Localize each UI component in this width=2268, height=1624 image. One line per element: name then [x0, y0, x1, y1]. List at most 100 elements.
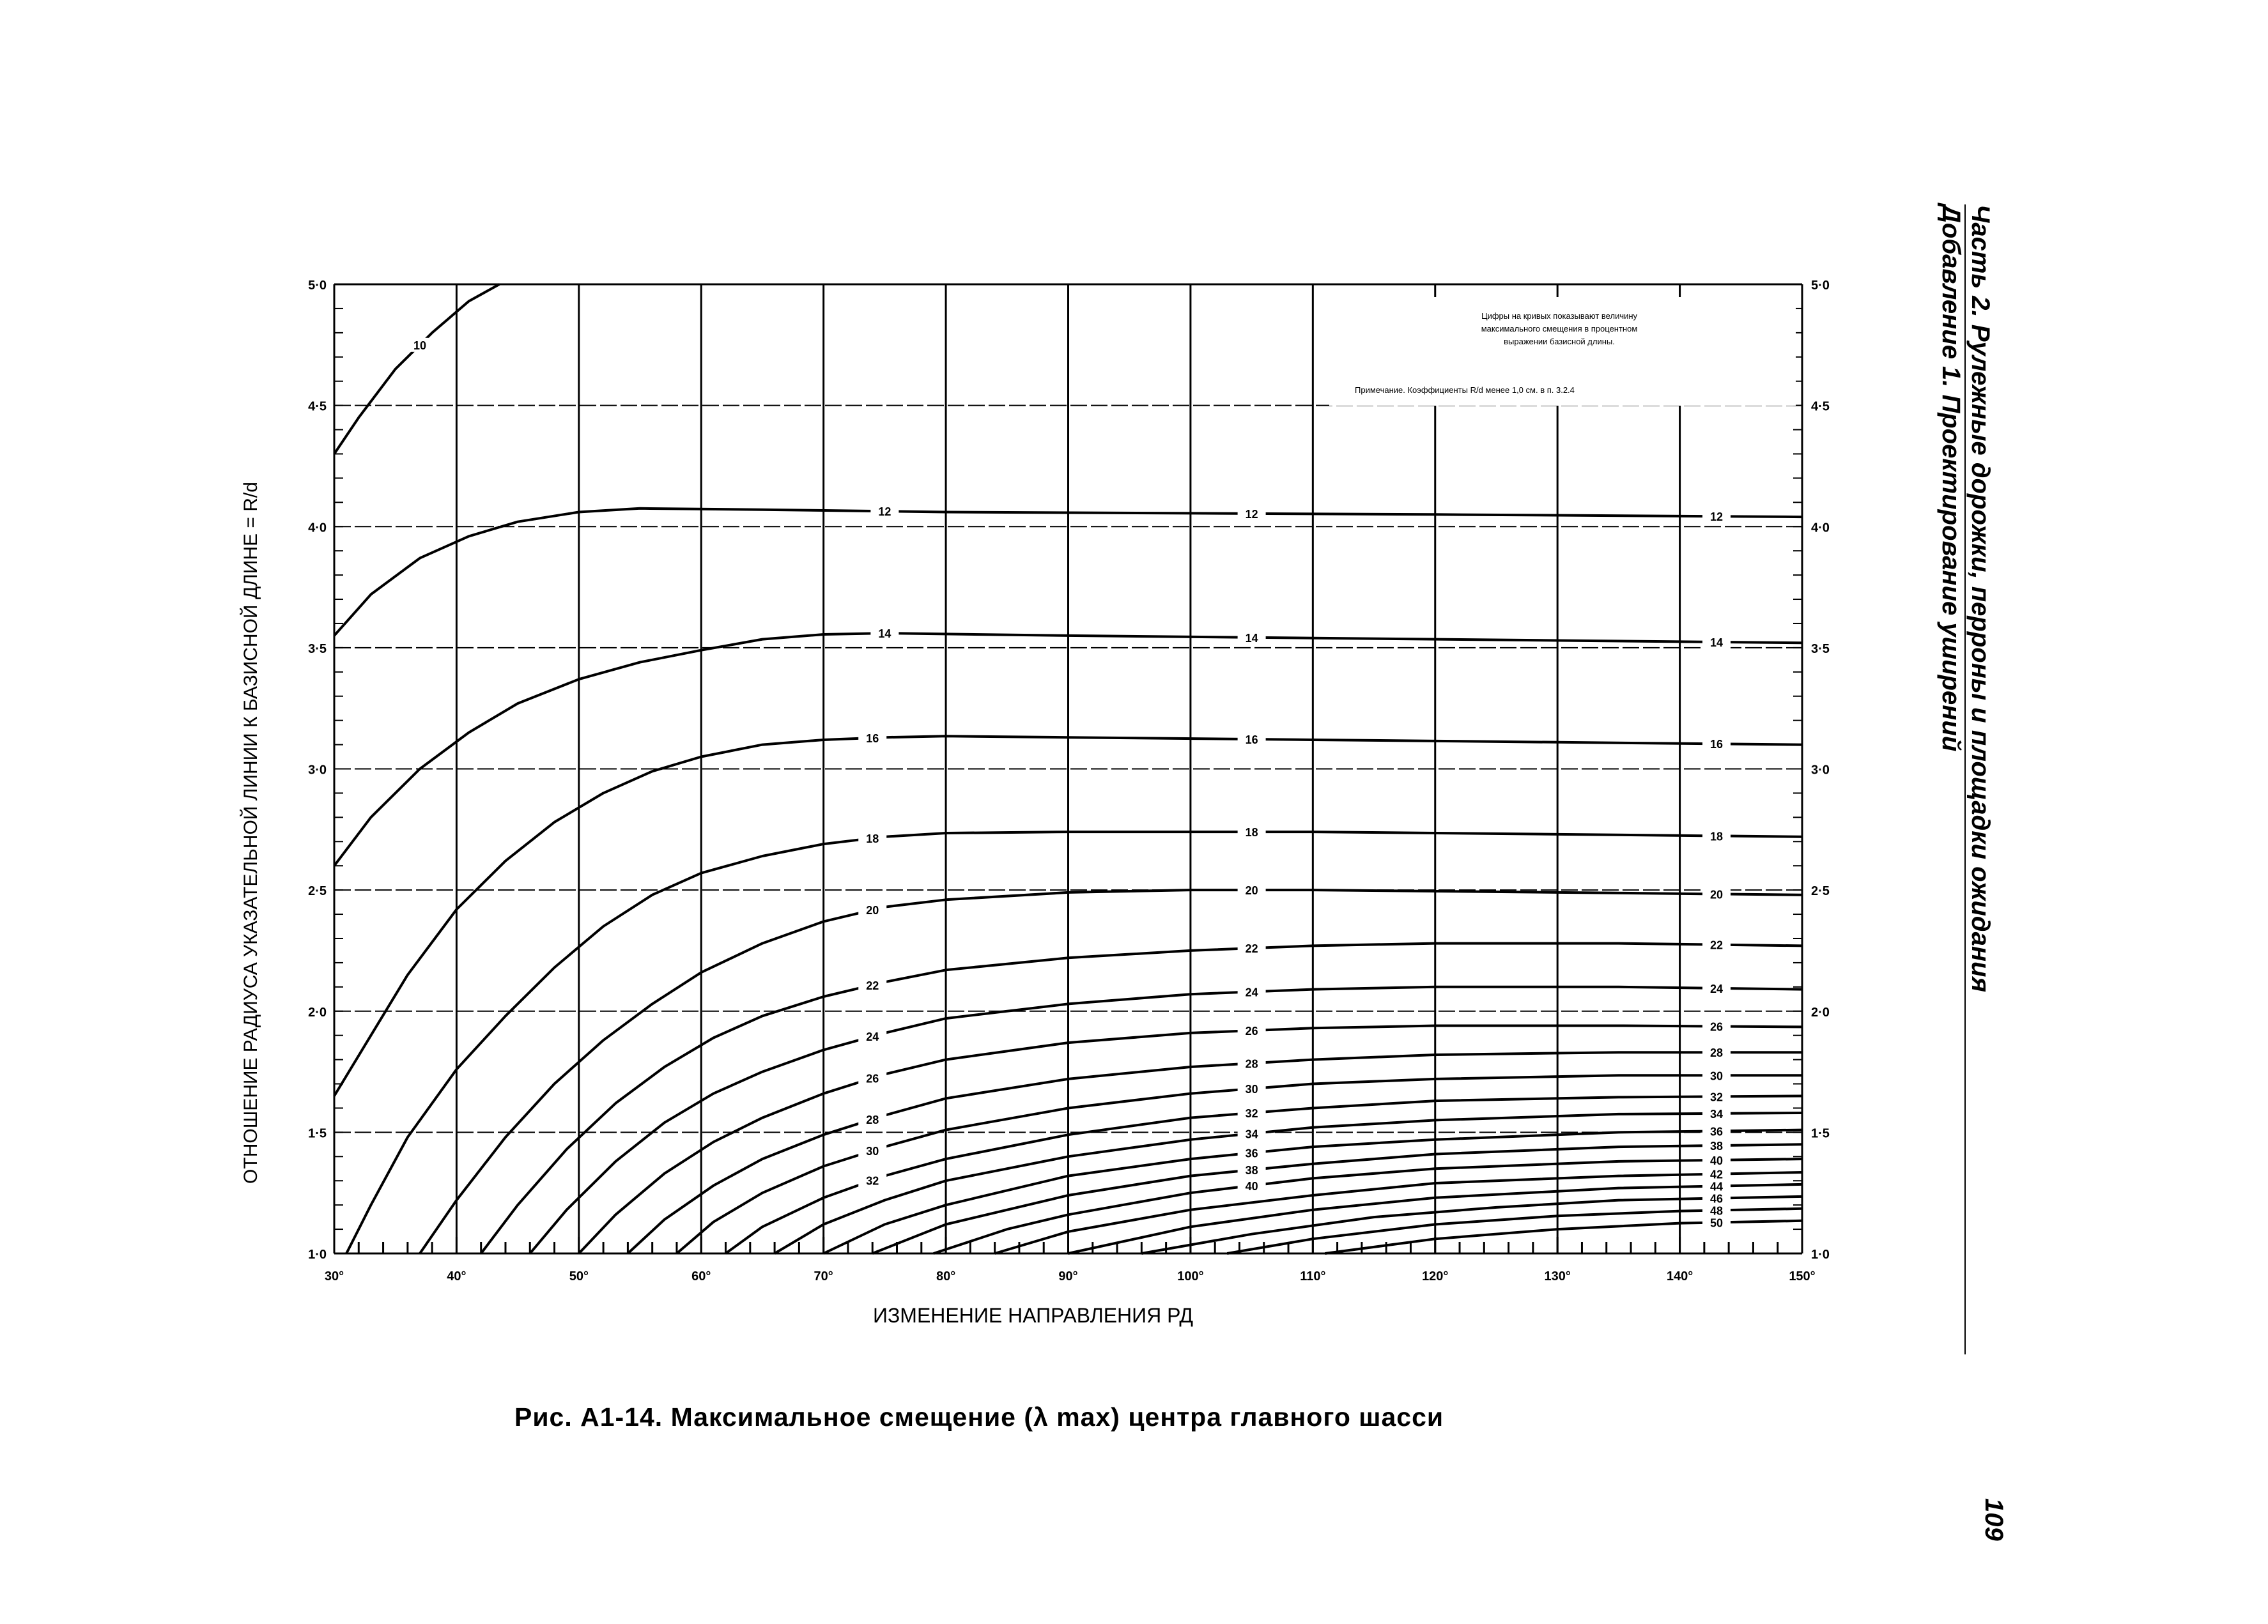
curve-label: 18 [1710, 830, 1723, 843]
curve-label-bg [1237, 732, 1266, 747]
curve-label-bg [870, 504, 899, 519]
curve-label: 28 [1246, 1057, 1258, 1070]
y-tick-label-left: 5·0 [308, 279, 327, 293]
curve-label-bg [1702, 1045, 1731, 1060]
curve-label-bg [858, 831, 887, 845]
curve-48 [1226, 1207, 1803, 1255]
y-tick-label-right: 3·0 [1811, 763, 1830, 778]
x-tick-label: 30° [325, 1269, 344, 1283]
curve-label-bg [1702, 509, 1731, 524]
curve-label-bg [858, 1071, 887, 1085]
curve-label: 48 [1710, 1204, 1723, 1217]
y-tick-label-left: 2·5 [308, 884, 327, 898]
curve-label: 28 [1710, 1046, 1723, 1059]
curve-46 [1141, 1195, 1803, 1255]
curve-label: 22 [866, 979, 879, 992]
curve-28 [627, 1051, 1802, 1255]
curve-32 [725, 1094, 1803, 1255]
curve-label: 34 [1710, 1108, 1723, 1121]
y-tick-label-left: 4·5 [308, 400, 327, 414]
curve-label-bg [1237, 1056, 1266, 1071]
curve-label-bg [858, 1144, 887, 1158]
curve-label-bg [1237, 1023, 1266, 1038]
curve-label: 44 [1710, 1181, 1723, 1193]
curve-label-bg [1237, 1163, 1266, 1177]
x-tick-label: 80° [936, 1269, 955, 1283]
curve-label-bg [858, 1112, 887, 1126]
curve-26 [578, 1024, 1803, 1255]
curve-label-bg [870, 626, 899, 641]
curve-label-bg [1702, 1019, 1731, 1034]
x-tick-label: 40° [447, 1269, 466, 1283]
chart-legend-note: Цифры на кривых показывают величину макс… [1336, 310, 1783, 348]
chart-remark: Примечание. Коэффициенты R/d менее 1,0 с… [1355, 385, 1575, 395]
curve-18 [345, 831, 1803, 1254]
note-box [1329, 297, 1796, 406]
curve-label-bg [858, 903, 887, 917]
curve-label-bg [1702, 1203, 1731, 1218]
legend-text-1: Цифры на кривых показывают величину [1481, 311, 1638, 321]
curve-label-bg [1237, 984, 1266, 999]
y-axis-label: ОТНОШЕНИЕ РАДИУСА УКАЗАТЕЛЬНОЙ ЛИНИИ К Б… [240, 482, 261, 1184]
curve-label-bg [1702, 1089, 1731, 1104]
x-tick-label: 120° [1422, 1269, 1448, 1283]
curve-label-bg [858, 977, 887, 992]
curve-22 [480, 942, 1803, 1255]
curve-label-bg [1702, 1124, 1731, 1138]
legend-text-3: выражении базисной длины. [1504, 337, 1615, 346]
curve-label: 32 [1710, 1091, 1723, 1103]
curve-label-bg [1237, 1106, 1266, 1121]
curve-14 [333, 632, 1803, 867]
y-tick-label-right: 2·5 [1811, 884, 1830, 898]
curve-label-bg [1237, 825, 1266, 839]
curve-label: 24 [1710, 983, 1723, 995]
curve-label: 32 [1246, 1107, 1258, 1120]
curve-label: 18 [866, 832, 879, 845]
curve-label-bg [1702, 937, 1731, 952]
curve-42 [994, 1171, 1803, 1255]
curve-label-bg [1237, 941, 1266, 956]
legend-text-2: максимального смещения в процентном [1481, 324, 1638, 333]
curve-label: 12 [1246, 508, 1258, 521]
curve-label-bg [1237, 883, 1266, 898]
curve-label: 26 [866, 1072, 879, 1085]
x-tick-label: 150° [1789, 1269, 1815, 1283]
curve-label: 14 [1710, 636, 1723, 649]
curve-label: 22 [1710, 939, 1723, 952]
curve-12 [333, 507, 1803, 637]
curve-label: 50 [1710, 1216, 1723, 1229]
curve-label: 12 [1710, 510, 1723, 523]
curve-label: 20 [1246, 884, 1258, 897]
x-tick-label: 70° [814, 1269, 833, 1283]
y-tick-label-right: 1·5 [1811, 1126, 1830, 1140]
curve-label-bg [1702, 1153, 1731, 1167]
curve-label: 36 [1710, 1125, 1723, 1138]
curve-label: 34 [1246, 1128, 1258, 1140]
curve-label: 16 [866, 732, 879, 745]
curve-label-bg [858, 730, 887, 745]
figure-caption: Рис. А1-14. Максимальное смещение (λ max… [514, 1402, 1444, 1432]
curve-label-bg [1702, 1179, 1731, 1193]
curve-label-bg [858, 1029, 887, 1044]
y-tick-label-left: 3·0 [308, 763, 327, 778]
curve-label: 26 [1246, 1025, 1258, 1038]
curve-label: 30 [866, 1145, 879, 1158]
x-tick-label: 50° [569, 1269, 589, 1283]
curve-label: 24 [1246, 986, 1258, 999]
curve-label: 14 [878, 627, 891, 640]
y-tick-label-left: 1·0 [308, 1248, 327, 1262]
curve-label: 20 [866, 904, 879, 917]
curve-label: 40 [1246, 1180, 1258, 1193]
curve-36 [822, 1128, 1803, 1255]
curve-label-bg [1237, 630, 1266, 645]
curve-label-bg [858, 1173, 887, 1188]
curve-label-bg [1702, 981, 1731, 995]
curve-label: 14 [1246, 632, 1258, 645]
y-tick-label-right: 1·0 [1811, 1248, 1830, 1262]
x-tick-label: 100° [1177, 1269, 1203, 1283]
curve-label: 24 [866, 1030, 879, 1043]
x-tick-label: 140° [1667, 1269, 1693, 1283]
curve-label-bg [1702, 737, 1731, 751]
y-tick-label-left: 4·0 [308, 521, 327, 535]
